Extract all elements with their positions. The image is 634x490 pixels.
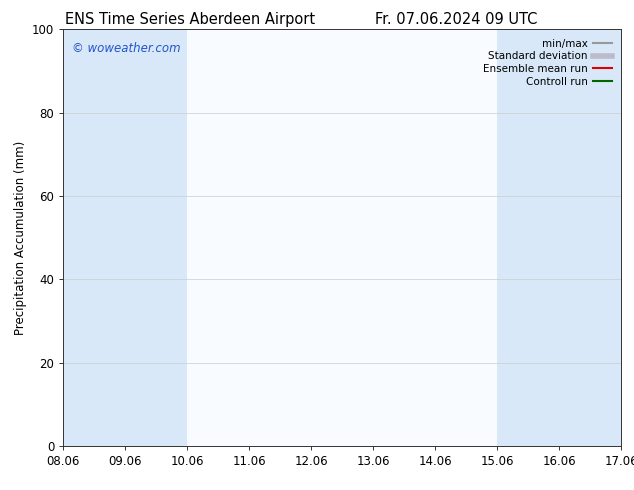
- Text: ENS Time Series Aberdeen Airport: ENS Time Series Aberdeen Airport: [65, 12, 315, 27]
- Y-axis label: Precipitation Accumulation (mm): Precipitation Accumulation (mm): [13, 141, 27, 335]
- Text: Fr. 07.06.2024 09 UTC: Fr. 07.06.2024 09 UTC: [375, 12, 538, 27]
- Bar: [621, 29, 634, 446]
- Legend: min/max, Standard deviation, Ensemble mean run, Controll run: min/max, Standard deviation, Ensemble me…: [479, 35, 616, 91]
- Bar: [559, 29, 621, 446]
- Text: © woweather.com: © woweather.com: [72, 42, 181, 55]
- Bar: [126, 29, 188, 446]
- Bar: [497, 29, 559, 446]
- Bar: [63, 29, 126, 446]
